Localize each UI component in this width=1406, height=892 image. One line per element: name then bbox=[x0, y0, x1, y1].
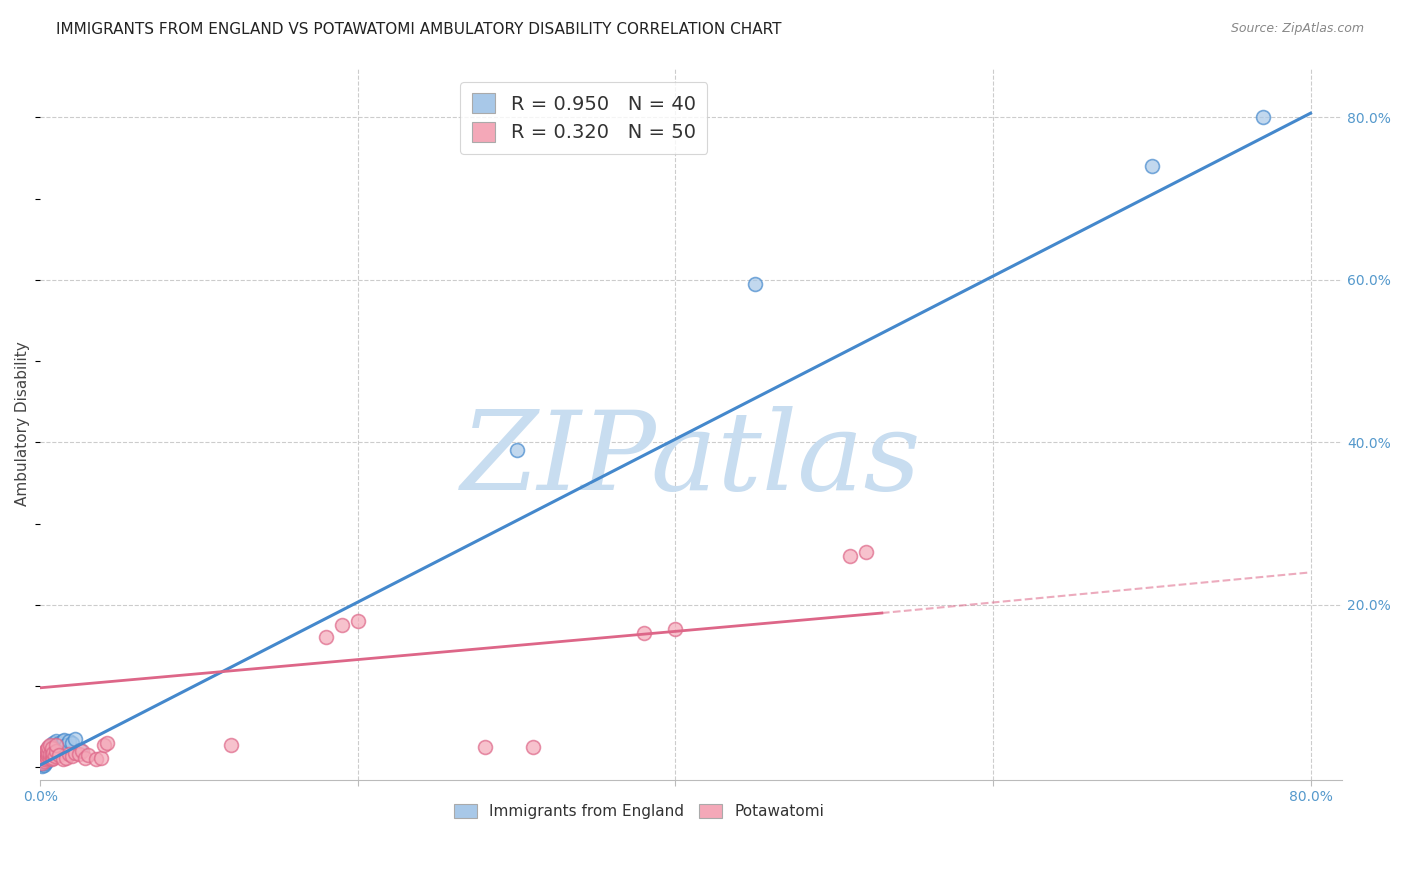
Point bbox=[35, 750, 58, 764]
Point bbox=[31, 759, 53, 773]
Point bbox=[35, 747, 58, 762]
Point bbox=[65, 746, 87, 760]
Point bbox=[44, 749, 66, 764]
Point bbox=[664, 622, 686, 636]
Point bbox=[1140, 159, 1163, 173]
Y-axis label: Ambulatory Disability: Ambulatory Disability bbox=[15, 342, 30, 507]
Point bbox=[505, 443, 527, 458]
Point bbox=[32, 750, 55, 764]
Point bbox=[315, 631, 337, 645]
Point bbox=[55, 750, 77, 764]
Point bbox=[35, 744, 58, 758]
Point bbox=[37, 746, 59, 760]
Point bbox=[35, 754, 58, 768]
Point bbox=[34, 749, 56, 764]
Point bbox=[45, 738, 67, 752]
Point bbox=[52, 734, 75, 748]
Point bbox=[34, 752, 56, 766]
Point bbox=[39, 750, 62, 764]
Point bbox=[32, 754, 55, 768]
Point bbox=[37, 746, 59, 760]
Point bbox=[60, 749, 83, 764]
Point bbox=[37, 740, 59, 755]
Point bbox=[44, 739, 66, 754]
Point bbox=[41, 747, 63, 762]
Point bbox=[32, 750, 55, 764]
Point bbox=[39, 739, 62, 754]
Point bbox=[32, 754, 55, 768]
Point bbox=[39, 744, 62, 758]
Point bbox=[41, 738, 63, 752]
Point bbox=[45, 744, 67, 758]
Point bbox=[1251, 110, 1274, 124]
Point bbox=[34, 744, 56, 758]
Point bbox=[58, 747, 80, 762]
Point bbox=[32, 752, 55, 766]
Point bbox=[42, 736, 65, 750]
Point bbox=[37, 740, 59, 755]
Point bbox=[31, 752, 53, 766]
Point bbox=[90, 750, 112, 764]
Point bbox=[34, 748, 56, 763]
Point bbox=[58, 734, 80, 748]
Text: ZIPatlas: ZIPatlas bbox=[461, 406, 921, 514]
Legend: Immigrants from England, Potawatomi: Immigrants from England, Potawatomi bbox=[449, 798, 831, 825]
Point bbox=[41, 742, 63, 756]
Point bbox=[744, 277, 766, 291]
Point bbox=[839, 549, 862, 563]
Point bbox=[31, 756, 53, 770]
Point bbox=[77, 748, 100, 763]
Point bbox=[48, 736, 70, 750]
Point bbox=[70, 744, 93, 758]
Point bbox=[35, 750, 58, 764]
Point bbox=[42, 746, 65, 760]
Point bbox=[219, 738, 242, 752]
Point bbox=[34, 746, 56, 760]
Point bbox=[53, 732, 76, 747]
Point bbox=[633, 626, 655, 640]
Point bbox=[35, 747, 58, 762]
Text: Source: ZipAtlas.com: Source: ZipAtlas.com bbox=[1230, 22, 1364, 36]
Point bbox=[34, 756, 56, 771]
Point bbox=[93, 738, 115, 752]
Point bbox=[32, 758, 55, 772]
Point bbox=[42, 750, 65, 764]
Point bbox=[45, 738, 67, 752]
Point bbox=[35, 742, 58, 756]
Point bbox=[39, 749, 62, 764]
Point bbox=[32, 746, 55, 760]
Point bbox=[45, 734, 67, 748]
Point bbox=[60, 736, 83, 750]
Text: IMMIGRANTS FROM ENGLAND VS POTAWATOMI AMBULATORY DISABILITY CORRELATION CHART: IMMIGRANTS FROM ENGLAND VS POTAWATOMI AM… bbox=[56, 22, 782, 37]
Point bbox=[31, 757, 53, 772]
Point bbox=[41, 740, 63, 755]
Point bbox=[48, 748, 70, 763]
Point bbox=[34, 752, 56, 766]
Point bbox=[65, 731, 87, 746]
Point bbox=[347, 614, 370, 628]
Point bbox=[330, 618, 353, 632]
Point bbox=[855, 545, 877, 559]
Point bbox=[39, 747, 62, 762]
Point bbox=[37, 752, 59, 766]
Point bbox=[522, 740, 544, 755]
Point bbox=[474, 740, 496, 755]
Point bbox=[67, 747, 90, 762]
Point bbox=[73, 750, 96, 764]
Point bbox=[31, 748, 53, 763]
Point bbox=[39, 738, 62, 752]
Point bbox=[69, 742, 91, 756]
Point bbox=[96, 736, 118, 750]
Point bbox=[31, 756, 53, 771]
Point bbox=[41, 752, 63, 766]
Point bbox=[42, 740, 65, 755]
Point bbox=[37, 749, 59, 764]
Point bbox=[52, 752, 75, 766]
Point bbox=[55, 738, 77, 752]
Point bbox=[84, 752, 107, 766]
